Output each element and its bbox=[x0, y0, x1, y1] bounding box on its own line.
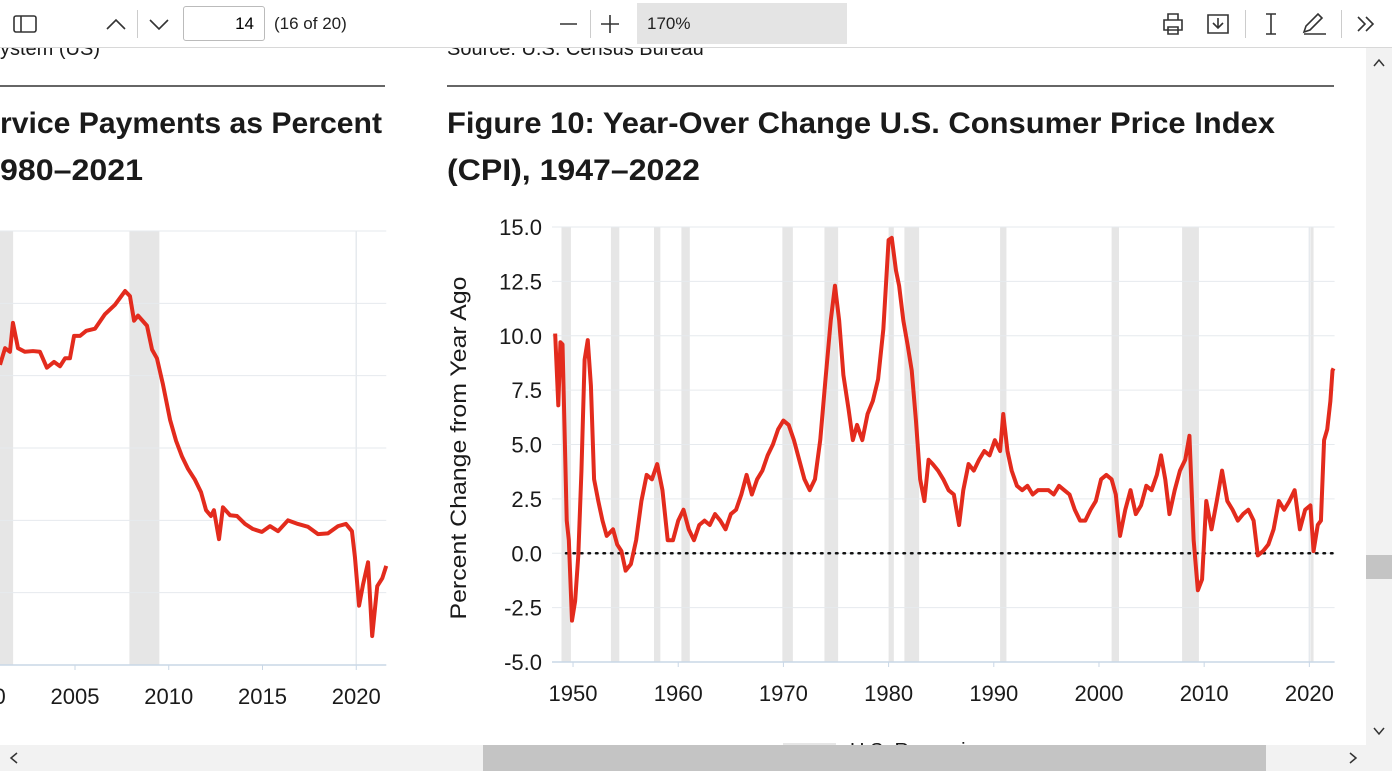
scroll-arrows bbox=[1373, 58, 1385, 736]
data-line bbox=[0, 289, 389, 639]
text-select[interactable] bbox=[1266, 13, 1276, 35]
data-line bbox=[553, 235, 1336, 623]
scroll-thumb[interactable] bbox=[483, 745, 1266, 771]
x-tick-label: 1970 bbox=[759, 681, 808, 706]
x-tick-label: 1980 bbox=[864, 681, 913, 706]
separator bbox=[137, 10, 138, 38]
page-count: (16 of 20) bbox=[274, 14, 347, 33]
x-tick-label: 2010 bbox=[144, 684, 193, 709]
zoom-in[interactable] bbox=[601, 15, 619, 33]
sidebar-icon[interactable] bbox=[13, 15, 37, 33]
document: ystem (US)rvice Payments as Percent980–2… bbox=[0, 38, 1336, 745]
zoom-select[interactable] bbox=[637, 3, 847, 44]
print[interactable] bbox=[1163, 13, 1183, 35]
y-tick-label: -2.5 bbox=[504, 596, 542, 621]
prev-page[interactable] bbox=[106, 18, 126, 30]
more-tools[interactable] bbox=[1357, 16, 1375, 32]
y-tick-label: 15.0 bbox=[499, 215, 542, 240]
legend-label: U.S. Recessions bbox=[850, 740, 998, 745]
toolbar: 14 (16 of 20) 170% bbox=[0, 0, 1392, 48]
y-tick-label: 0.0 bbox=[511, 541, 542, 566]
zoom-value: 170% bbox=[647, 14, 691, 33]
x-tick-label: 2015 bbox=[238, 684, 287, 709]
chart-title: (CPI), 1947–2022 bbox=[447, 154, 700, 187]
separator bbox=[1245, 10, 1246, 38]
y-tick-label: 12.5 bbox=[499, 269, 542, 294]
chart-title: 980–2021 bbox=[0, 154, 143, 187]
chart-title: Figure 10: Year-Over Change U.S. Consume… bbox=[447, 107, 1275, 140]
y-tick-label: 2.5 bbox=[511, 487, 542, 512]
y-tick-label: 7.5 bbox=[511, 378, 542, 403]
y-axis-label: Percent Change from Year Ago bbox=[446, 277, 471, 620]
legend-swatch bbox=[783, 743, 836, 745]
download[interactable] bbox=[1207, 14, 1229, 34]
separator bbox=[1341, 10, 1342, 38]
x-tick-label: 2000 bbox=[0, 684, 6, 709]
x-tick-label: 2020 bbox=[332, 684, 381, 709]
y-tick-label: 5.0 bbox=[511, 433, 542, 458]
next-page[interactable] bbox=[149, 19, 169, 31]
y-tick-label: -5.0 bbox=[504, 650, 542, 675]
scroll-thumb[interactable] bbox=[1366, 555, 1392, 579]
x-tick-label: 1950 bbox=[549, 681, 598, 706]
toolbar-icons bbox=[13, 12, 1375, 35]
x-tick-label: 1960 bbox=[654, 681, 703, 706]
x-tick-label: 2005 bbox=[51, 684, 100, 709]
chart-title: rvice Payments as Percent bbox=[0, 107, 382, 140]
scroll-arrows bbox=[9, 752, 1358, 764]
y-tick-label: 10.0 bbox=[499, 324, 542, 349]
x-tick-label: 2000 bbox=[1075, 681, 1124, 706]
page-input[interactable]: 14 bbox=[183, 6, 265, 41]
x-tick-label: 2020 bbox=[1285, 681, 1334, 706]
vertical-scrollbar[interactable] bbox=[1366, 48, 1392, 745]
x-tick-label: 2010 bbox=[1180, 681, 1229, 706]
draw[interactable] bbox=[1302, 12, 1326, 35]
separator bbox=[590, 10, 591, 38]
horizontal-scrollbar[interactable] bbox=[0, 745, 1392, 771]
x-tick-label: 1990 bbox=[969, 681, 1018, 706]
